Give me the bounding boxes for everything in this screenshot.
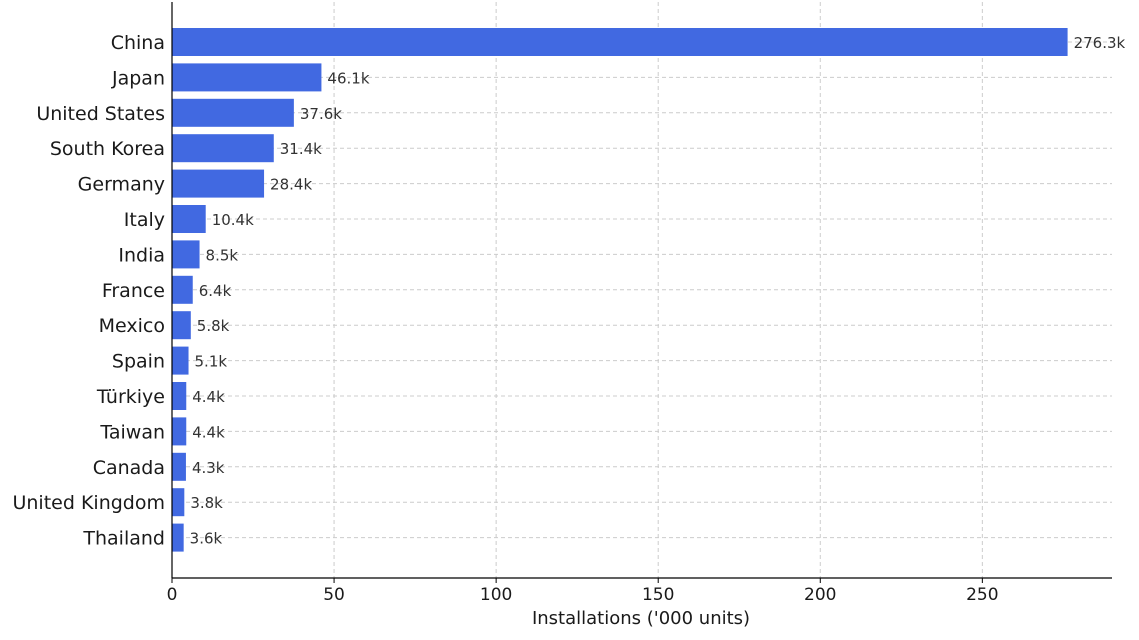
bar [172,346,189,375]
category-label: Spain [112,351,165,373]
value-label: 31.4k [280,140,322,158]
value-label: 37.6k [300,105,342,123]
bar [172,134,274,163]
category-label: Mexico [99,315,165,337]
bar [172,488,185,517]
value-label: 4.3k [192,459,225,477]
category-label: Germany [78,174,165,196]
bar [172,240,200,269]
value-label: 10.4k [212,211,254,229]
category-label: France [102,280,165,302]
bar [172,382,187,410]
category-label: Italy [124,209,165,231]
bar [172,169,265,198]
x-axis-title: Installations ('000 units) [532,608,750,629]
value-label: 5.1k [195,353,228,371]
x-tick-label: 0 [167,585,178,605]
bar [172,205,206,233]
bar [172,523,184,552]
bar [172,452,186,481]
bar [172,28,1068,56]
x-tick-label: 100 [480,585,512,605]
category-label: Canada [93,457,165,479]
value-label: 276.3k [1074,34,1126,52]
value-label: 3.8k [190,494,223,512]
category-label: United States [36,103,165,125]
bar [172,98,294,127]
category-label: Türkiye [96,386,165,408]
category-label: Thailand [82,528,165,550]
value-label: 8.5k [206,246,239,264]
category-label: India [118,244,165,266]
value-label: 5.8k [197,317,230,335]
grid-lines [172,2,1112,578]
bars [172,28,1068,552]
value-label: 46.1k [327,69,369,87]
bar [172,311,191,340]
category-label: China [111,32,165,54]
category-label: Japan [111,67,165,89]
x-tick-label: 50 [323,585,345,605]
category-label: Taiwan [99,421,165,443]
bar [172,63,322,92]
value-label: 28.4k [270,176,312,194]
category-label: South Korea [50,138,165,160]
bar [172,417,187,446]
value-label: 6.4k [199,282,232,300]
value-label: 4.4k [192,423,225,441]
labels: China 276.3k Japan 46.1k United States 37.6k S… [12,32,1125,550]
value-label: 3.6k [190,530,223,548]
x-tick-label: 150 [642,585,674,605]
axes: 0 50 100 150 200 250 [167,2,1112,605]
x-tick-label: 250 [966,585,998,605]
value-label: 4.4k [192,388,225,406]
bar [172,275,193,304]
category-label: United Kingdom [12,492,165,514]
x-tick-label: 200 [804,585,836,605]
